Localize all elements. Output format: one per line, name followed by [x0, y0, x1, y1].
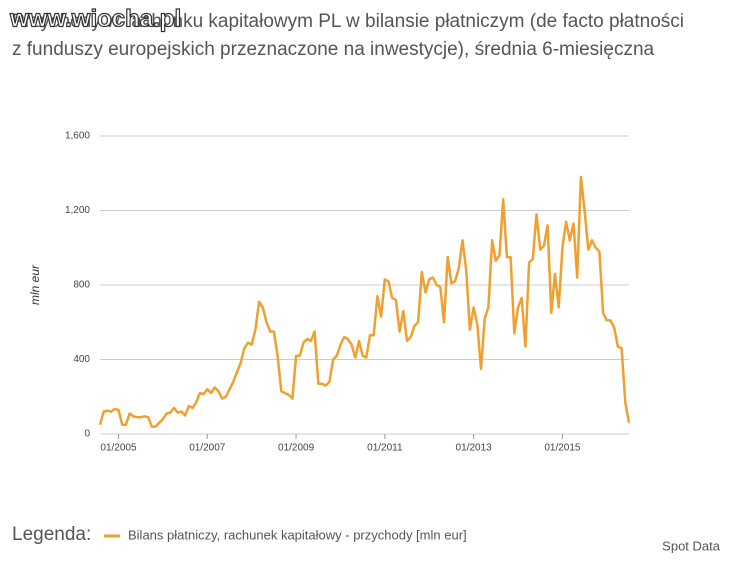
watermark: www.wiocha.pl: [9, 5, 181, 32]
x-tick-label: 01/2007: [189, 443, 226, 454]
y-axis-label: mln eur: [28, 264, 42, 305]
y-tick-label: 400: [73, 354, 90, 365]
source: Spot Data: [662, 538, 721, 553]
y-tick-label: 1,600: [65, 131, 90, 142]
x-tick-label: 01/2013: [456, 443, 493, 454]
y-tick-label: 1,200: [65, 205, 90, 216]
x-tick-label: 01/2005: [100, 443, 137, 454]
line-series: [98, 175, 631, 428]
chart-title: Przychody w rachunku kapitałowym PL w bi…: [12, 11, 684, 32]
x-tick-label: 01/2015: [544, 443, 581, 454]
chart-subtitle: z funduszy europejskich przeznaczone na …: [12, 39, 655, 60]
x-tick-label: 01/2011: [367, 443, 403, 454]
y-tick-label: 800: [73, 280, 90, 291]
legend-title: Legenda:: [12, 524, 91, 545]
x-tick-label: 01/2009: [278, 443, 315, 454]
legend-label: Bilans płatniczy, rachunek kapitałowy - …: [128, 527, 467, 542]
y-tick-label: 0: [84, 429, 90, 440]
